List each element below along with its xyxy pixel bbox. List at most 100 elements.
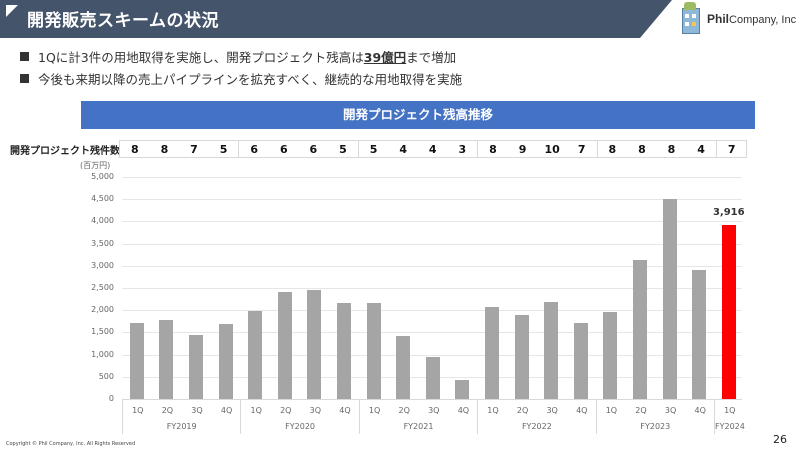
bar xyxy=(455,380,470,399)
bar xyxy=(159,319,174,399)
x-quarter-label: 2Q xyxy=(161,406,174,415)
fiscal-year-group: 1Q 2Q 3Q 4Q FY2019 xyxy=(122,400,240,434)
bar xyxy=(544,302,559,399)
x-axis: 1Q 2Q 3Q 4Q FY2019 1Q 2Q 3Q 4Q FY2020 1Q 2Q 3Q 4Q FY20… xyxy=(122,399,745,434)
corner-triangle-icon xyxy=(6,5,18,17)
count-cell: 4 xyxy=(399,143,407,156)
x-quarter-label: 4Q xyxy=(339,406,351,415)
y-tick-label: 1,000 xyxy=(91,349,114,359)
y-tick-label: 3,500 xyxy=(91,238,114,248)
x-quarter-label: 2Q xyxy=(280,406,292,415)
project-count-table: 8 8 7 5 6 6 6 5 5 4 4 3 8 9 10 7 8 8 8 4 7 xyxy=(119,140,748,158)
bar xyxy=(692,269,707,399)
page-title: 開発販売スキームの状況 xyxy=(27,11,219,31)
x-quarter-label: 1Q xyxy=(605,406,618,415)
x-quarter-label: 2Q xyxy=(635,406,647,415)
count-group: 6 6 6 5 xyxy=(239,141,359,157)
building-logo-icon xyxy=(680,2,704,36)
count-cell: 7 xyxy=(727,143,736,156)
count-cell: 7 xyxy=(577,143,586,156)
bar xyxy=(662,198,677,399)
count-cell: 9 xyxy=(518,143,527,156)
gridline xyxy=(122,221,742,223)
count-cell: 5 xyxy=(219,143,228,156)
company-logo: PhilCompany, Inc xyxy=(680,2,796,36)
count-cell: 8 xyxy=(667,143,676,156)
x-quarter-label: 1Q xyxy=(368,406,381,415)
x-fiscal-year-label: FY2022 xyxy=(521,422,552,431)
count-cell: 5 xyxy=(369,143,378,156)
bullet-list: 1Qに計3件の用地取得を実施し、開発プロジェクト残高は 39億円 まで増加 今後も来… xyxy=(20,45,462,89)
chart-title-banner: 開発プロジェクト残高推移 xyxy=(81,101,755,129)
y-tick-label: 2,500 xyxy=(91,283,114,292)
x-quarter-label: 1Q xyxy=(250,406,262,415)
count-cell: 8 xyxy=(638,143,646,156)
fiscal-year-group: 1Q 2Q 3Q 4Q FY2022 xyxy=(477,400,595,434)
bar xyxy=(721,225,736,399)
count-cell: 4 xyxy=(428,143,437,156)
bar-value-label: 3,916 xyxy=(712,207,745,219)
x-fiscal-year-label: FY2019 xyxy=(166,422,197,431)
x-quarter-label: 3Q xyxy=(191,406,203,415)
project-count-label: 開発プロジェクト残件数 xyxy=(10,146,120,157)
bar xyxy=(129,322,144,399)
x-quarter-label: 3Q xyxy=(546,406,558,415)
count-group: 8 9 10 7 xyxy=(478,141,598,157)
x-quarter-label: 4Q xyxy=(457,406,470,415)
bar xyxy=(189,334,203,399)
x-quarter-label: 4Q xyxy=(694,406,706,415)
copyright-text: Copyright © Phil Company, Inc. All Right… xyxy=(6,441,136,447)
bar xyxy=(218,323,233,399)
gridline xyxy=(122,199,742,201)
bar xyxy=(425,356,440,399)
x-quarter-label: 1Q xyxy=(724,406,736,415)
count-cell: 7 xyxy=(190,143,198,156)
fiscal-year-group: 1Q 2Q 3Q 4Q FY2021 xyxy=(358,400,477,434)
fiscal-year-group: 1Q FY2024 xyxy=(714,400,745,434)
bullet-item: 1Qに計3件の用地取得を実施し、開発プロジェクト残高は 39億円 まで増加 xyxy=(20,45,462,67)
x-quarter-label: 4Q xyxy=(220,406,233,415)
gridline xyxy=(122,265,742,267)
x-quarter-label: 4Q xyxy=(576,406,588,415)
gridline xyxy=(122,310,742,312)
x-fiscal-year-label: FY2023 xyxy=(640,422,671,431)
count-cell: 8 xyxy=(130,143,139,156)
count-cell: 6 xyxy=(279,143,288,156)
count-cell: 8 xyxy=(608,143,617,156)
bar xyxy=(603,311,618,399)
y-tick-label: 4,000 xyxy=(91,216,114,226)
y-tick-label: 2,000 xyxy=(91,305,114,315)
bar xyxy=(633,259,647,399)
count-group: 8 8 8 4 xyxy=(598,141,717,157)
bar xyxy=(573,322,588,399)
gridline xyxy=(122,332,742,334)
bar xyxy=(248,310,263,399)
gridline xyxy=(122,177,742,178)
x-quarter-label: 2Q xyxy=(516,406,529,415)
count-cell: 6 xyxy=(250,143,258,156)
header-slant-decoration xyxy=(640,0,672,38)
highlight-amount: 39億円 xyxy=(363,49,407,65)
x-fiscal-year-label: FY2021 xyxy=(403,422,434,431)
x-quarter-label: 3Q xyxy=(664,406,677,415)
x-quarter-label: 3Q xyxy=(428,406,440,415)
count-cell: 4 xyxy=(697,143,705,156)
y-tick-label: 500 xyxy=(98,371,114,381)
y-tick-label: 5,000 xyxy=(91,172,114,181)
x-quarter-label: 2Q xyxy=(398,406,410,415)
square-bullet-icon xyxy=(20,73,29,83)
count-cell: 8 xyxy=(489,143,497,156)
count-cell: 3 xyxy=(458,143,467,156)
logo-text: PhilCompany, Inc xyxy=(707,12,797,26)
bar xyxy=(514,315,529,399)
page-number: 26 xyxy=(773,433,787,446)
bar xyxy=(396,335,411,399)
count-group: 7 xyxy=(717,141,747,157)
header-bar xyxy=(0,0,640,38)
count-cell: 6 xyxy=(309,143,318,156)
x-fiscal-year-label: FY2020 xyxy=(285,422,316,431)
x-quarter-label: 1Q xyxy=(487,406,499,415)
y-tick-label: 1,500 xyxy=(91,327,114,337)
square-bullet-icon xyxy=(20,51,29,61)
bullet-item: 今後も来期以降の売上パイプラインを拡充すべく、継続的な用地取得を実施 xyxy=(20,67,462,89)
